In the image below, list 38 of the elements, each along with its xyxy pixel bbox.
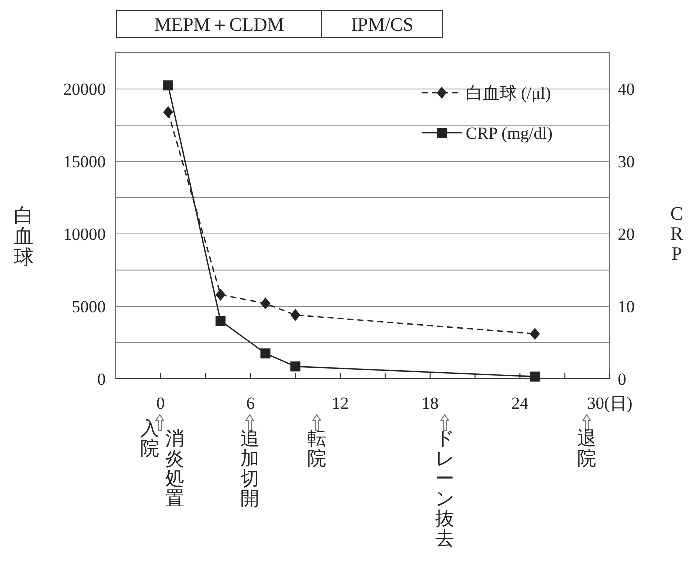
legend-label: CRP (mg/dl) [466,124,553,143]
y2-tick-label: 20 [618,225,635,244]
point [260,298,271,310]
point [530,372,540,382]
x-tick-label: 24 [512,394,530,413]
point [260,348,271,359]
y2-tick-label: 40 [618,80,635,100]
y-tick-label: 0 [98,370,106,389]
y2-tick-label: 30 [618,152,635,172]
legend-label: 白血球 (/μl) [466,84,552,103]
point [530,328,540,340]
point [163,106,174,118]
point [290,309,301,322]
y2-axis-title: CRP [670,204,684,265]
text: 追加切開 [240,429,260,510]
point [216,316,226,326]
x-tick-label: 18 [422,394,439,413]
y-tick-label: 10000 [64,225,106,244]
x-tick-label: 30(日) [587,394,633,413]
x-tick-label: 12 [332,394,350,413]
text: MEPM＋CLDM [154,15,285,36]
y2-tick-label: 10 [618,298,635,317]
y2-tick-label: 0 [618,370,626,389]
point [163,80,174,91]
y-tick-label: 20000 [64,80,106,100]
x-tick-label: 0 [156,394,166,413]
text: 入院 [140,419,160,460]
text: 転院 [308,429,326,470]
text: ドレーン抜去 [436,429,454,550]
y-axis-title: 白血球 [14,205,34,269]
y-tick-label: 15000 [64,152,106,172]
point [216,288,226,301]
y-tick-label: 5000 [72,298,106,317]
text: IPM/CS [351,15,414,36]
point [290,362,301,372]
text: 退院 [578,429,596,470]
x-tick-label: 6 [246,394,255,413]
text: 消炎処置 [166,429,184,510]
